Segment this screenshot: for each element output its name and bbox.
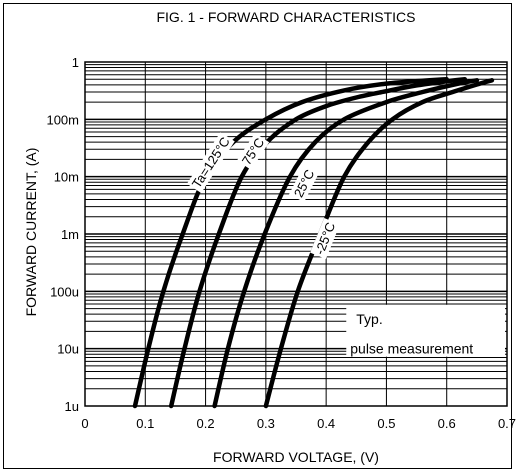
y-tick-label: 1 [72,55,79,70]
annotation-background [346,304,505,357]
x-tick-label: 0.5 [377,416,395,431]
tick-labels: 0 0.1 0.2 0.3 0.4 0.5 0.6 0.7 1u 10u 100u 1m 10m 100m… [46,55,516,431]
series-label-background [289,164,320,203]
y-tick-label: 100u [50,284,79,299]
series-curve [132,77,449,409]
x-tick-label: 0.6 [438,416,456,431]
series-curve [168,77,468,409]
x-axis-label: FORWARD VOLTAGE, (V) [213,449,379,465]
y-tick-label: 100m [46,112,79,127]
chart-title: FIG. 1 - FORWARD CHARACTERISTICS [156,9,415,25]
x-tick-label: 0.3 [257,416,275,431]
series-label-background [310,217,340,260]
y-tick-label: 1u [65,399,79,414]
y-tick-label: 10u [57,342,79,357]
annotation-text: Typ. [356,311,382,327]
annotations: Typ. pulse measurement [346,304,505,357]
y-tick-label: 1m [61,227,79,242]
series-curves [132,77,495,409]
y-tick-label: 10m [54,170,79,185]
x-tick-label: 0.2 [197,416,215,431]
series-label-background [236,132,270,170]
series-label-background [186,132,235,194]
x-tick-label: 0 [81,416,88,431]
series-curve [212,78,480,409]
x-tick-label: 0.1 [136,416,154,431]
y-axis-label: FORWARD CURRENT, (A) [23,148,39,317]
plot-area-border [84,61,508,407]
annotation-text: pulse measurement [350,341,473,357]
x-tick-label: 0.4 [317,416,335,431]
x-tick-label: 0.7 [498,416,516,431]
series-curve [263,78,495,409]
figure-frame [3,3,512,469]
